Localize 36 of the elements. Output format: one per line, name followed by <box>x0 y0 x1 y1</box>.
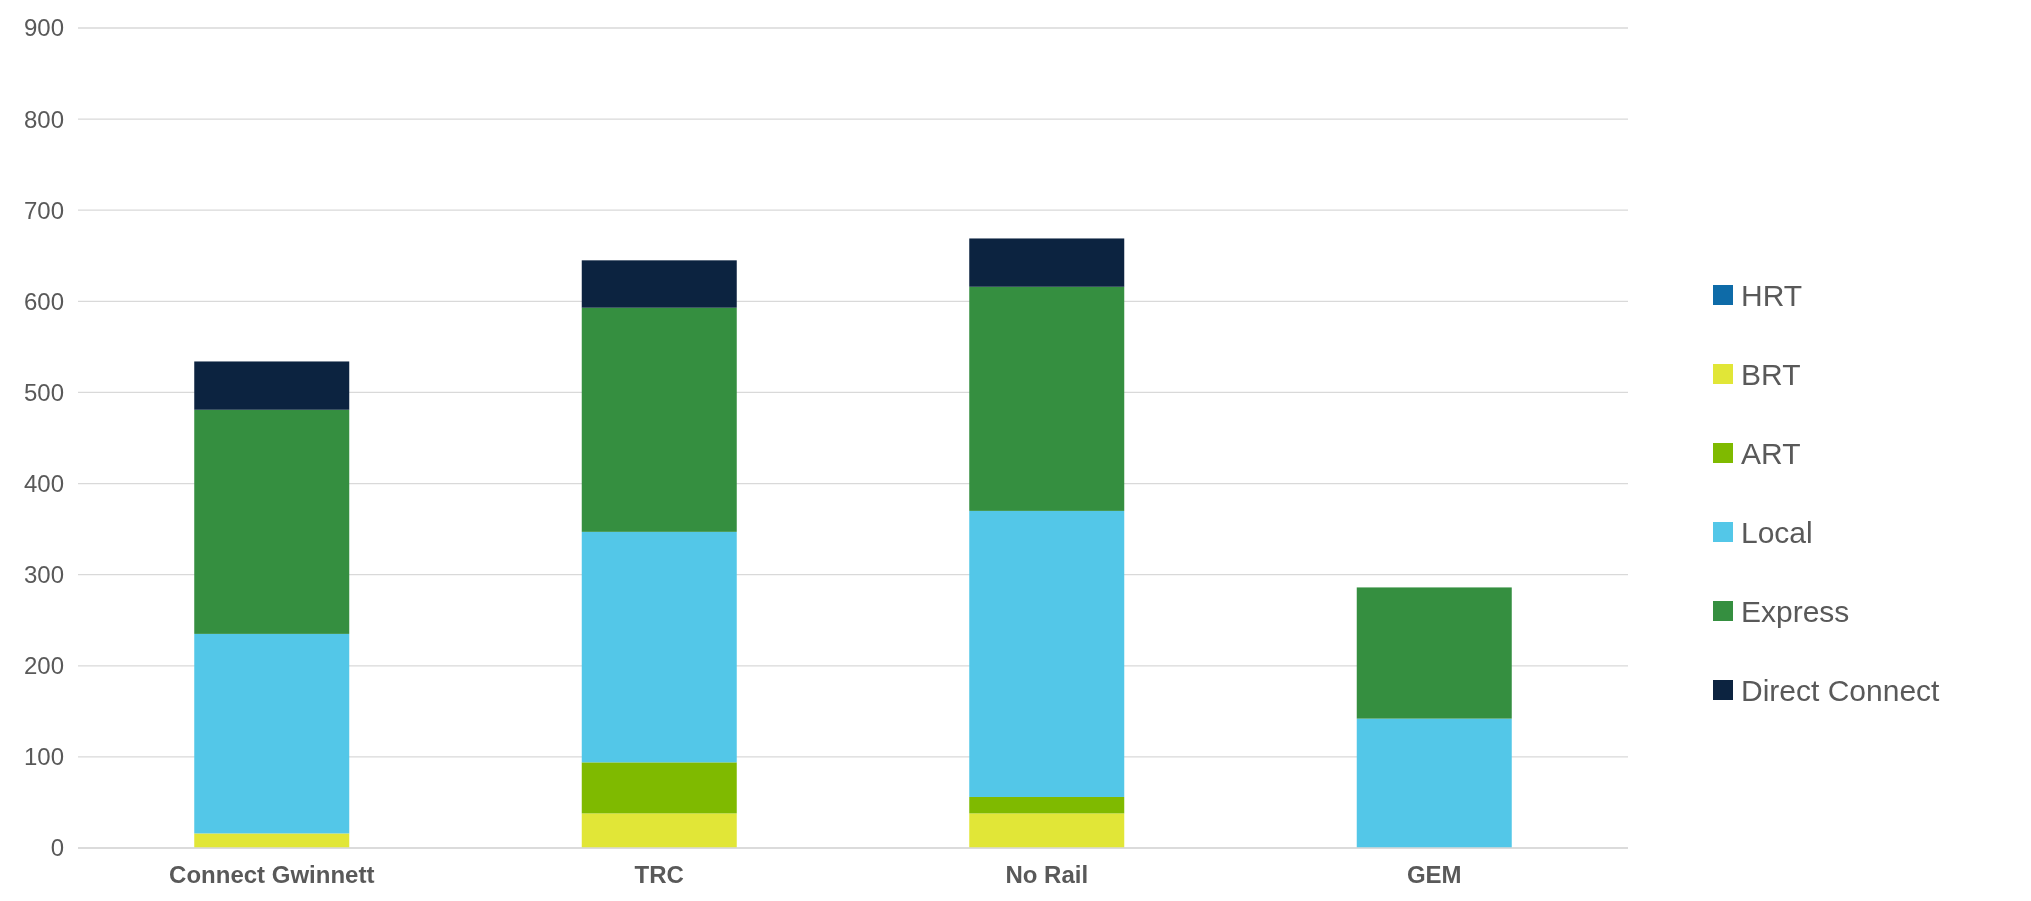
bar <box>581 307 737 532</box>
bar <box>581 531 737 763</box>
bar <box>194 633 350 834</box>
bar <box>581 813 737 848</box>
bar <box>1356 718 1512 848</box>
legend-label: ART <box>1741 436 1801 470</box>
y-tick-label: 900 <box>23 14 64 42</box>
legend-label: BRT <box>1741 357 1801 391</box>
bar <box>969 286 1125 511</box>
bar <box>194 833 350 848</box>
y-tick-label: 0 <box>50 834 64 862</box>
y-tick-label: 800 <box>23 105 64 133</box>
bar <box>969 796 1125 814</box>
y-tick-label: 200 <box>23 652 64 680</box>
bar <box>969 813 1125 848</box>
legend-label: Direct Connect <box>1741 673 1941 707</box>
bar <box>581 762 737 814</box>
legend-label: Local <box>1741 515 1813 549</box>
x-tick-label: TRC <box>634 861 684 888</box>
x-tick-label: No Rail <box>1005 861 1089 888</box>
y-tick-label: 100 <box>23 743 64 771</box>
y-tick-label: 400 <box>23 469 64 497</box>
y-tick-label: 600 <box>23 287 64 315</box>
legend-label: HRT <box>1741 278 1803 312</box>
y-tick-label: 500 <box>23 378 64 406</box>
bar <box>581 260 737 308</box>
bar <box>1356 587 1512 719</box>
legend-label: Express <box>1741 594 1850 628</box>
bar <box>969 510 1125 797</box>
bar <box>194 409 350 634</box>
y-tick-label: 300 <box>23 561 64 589</box>
bar <box>194 361 350 410</box>
x-tick-label: Connect Gwinnett <box>169 861 375 888</box>
x-tick-label: GEM <box>1406 861 1462 888</box>
y-tick-label: 700 <box>23 196 64 224</box>
bar <box>969 238 1125 287</box>
